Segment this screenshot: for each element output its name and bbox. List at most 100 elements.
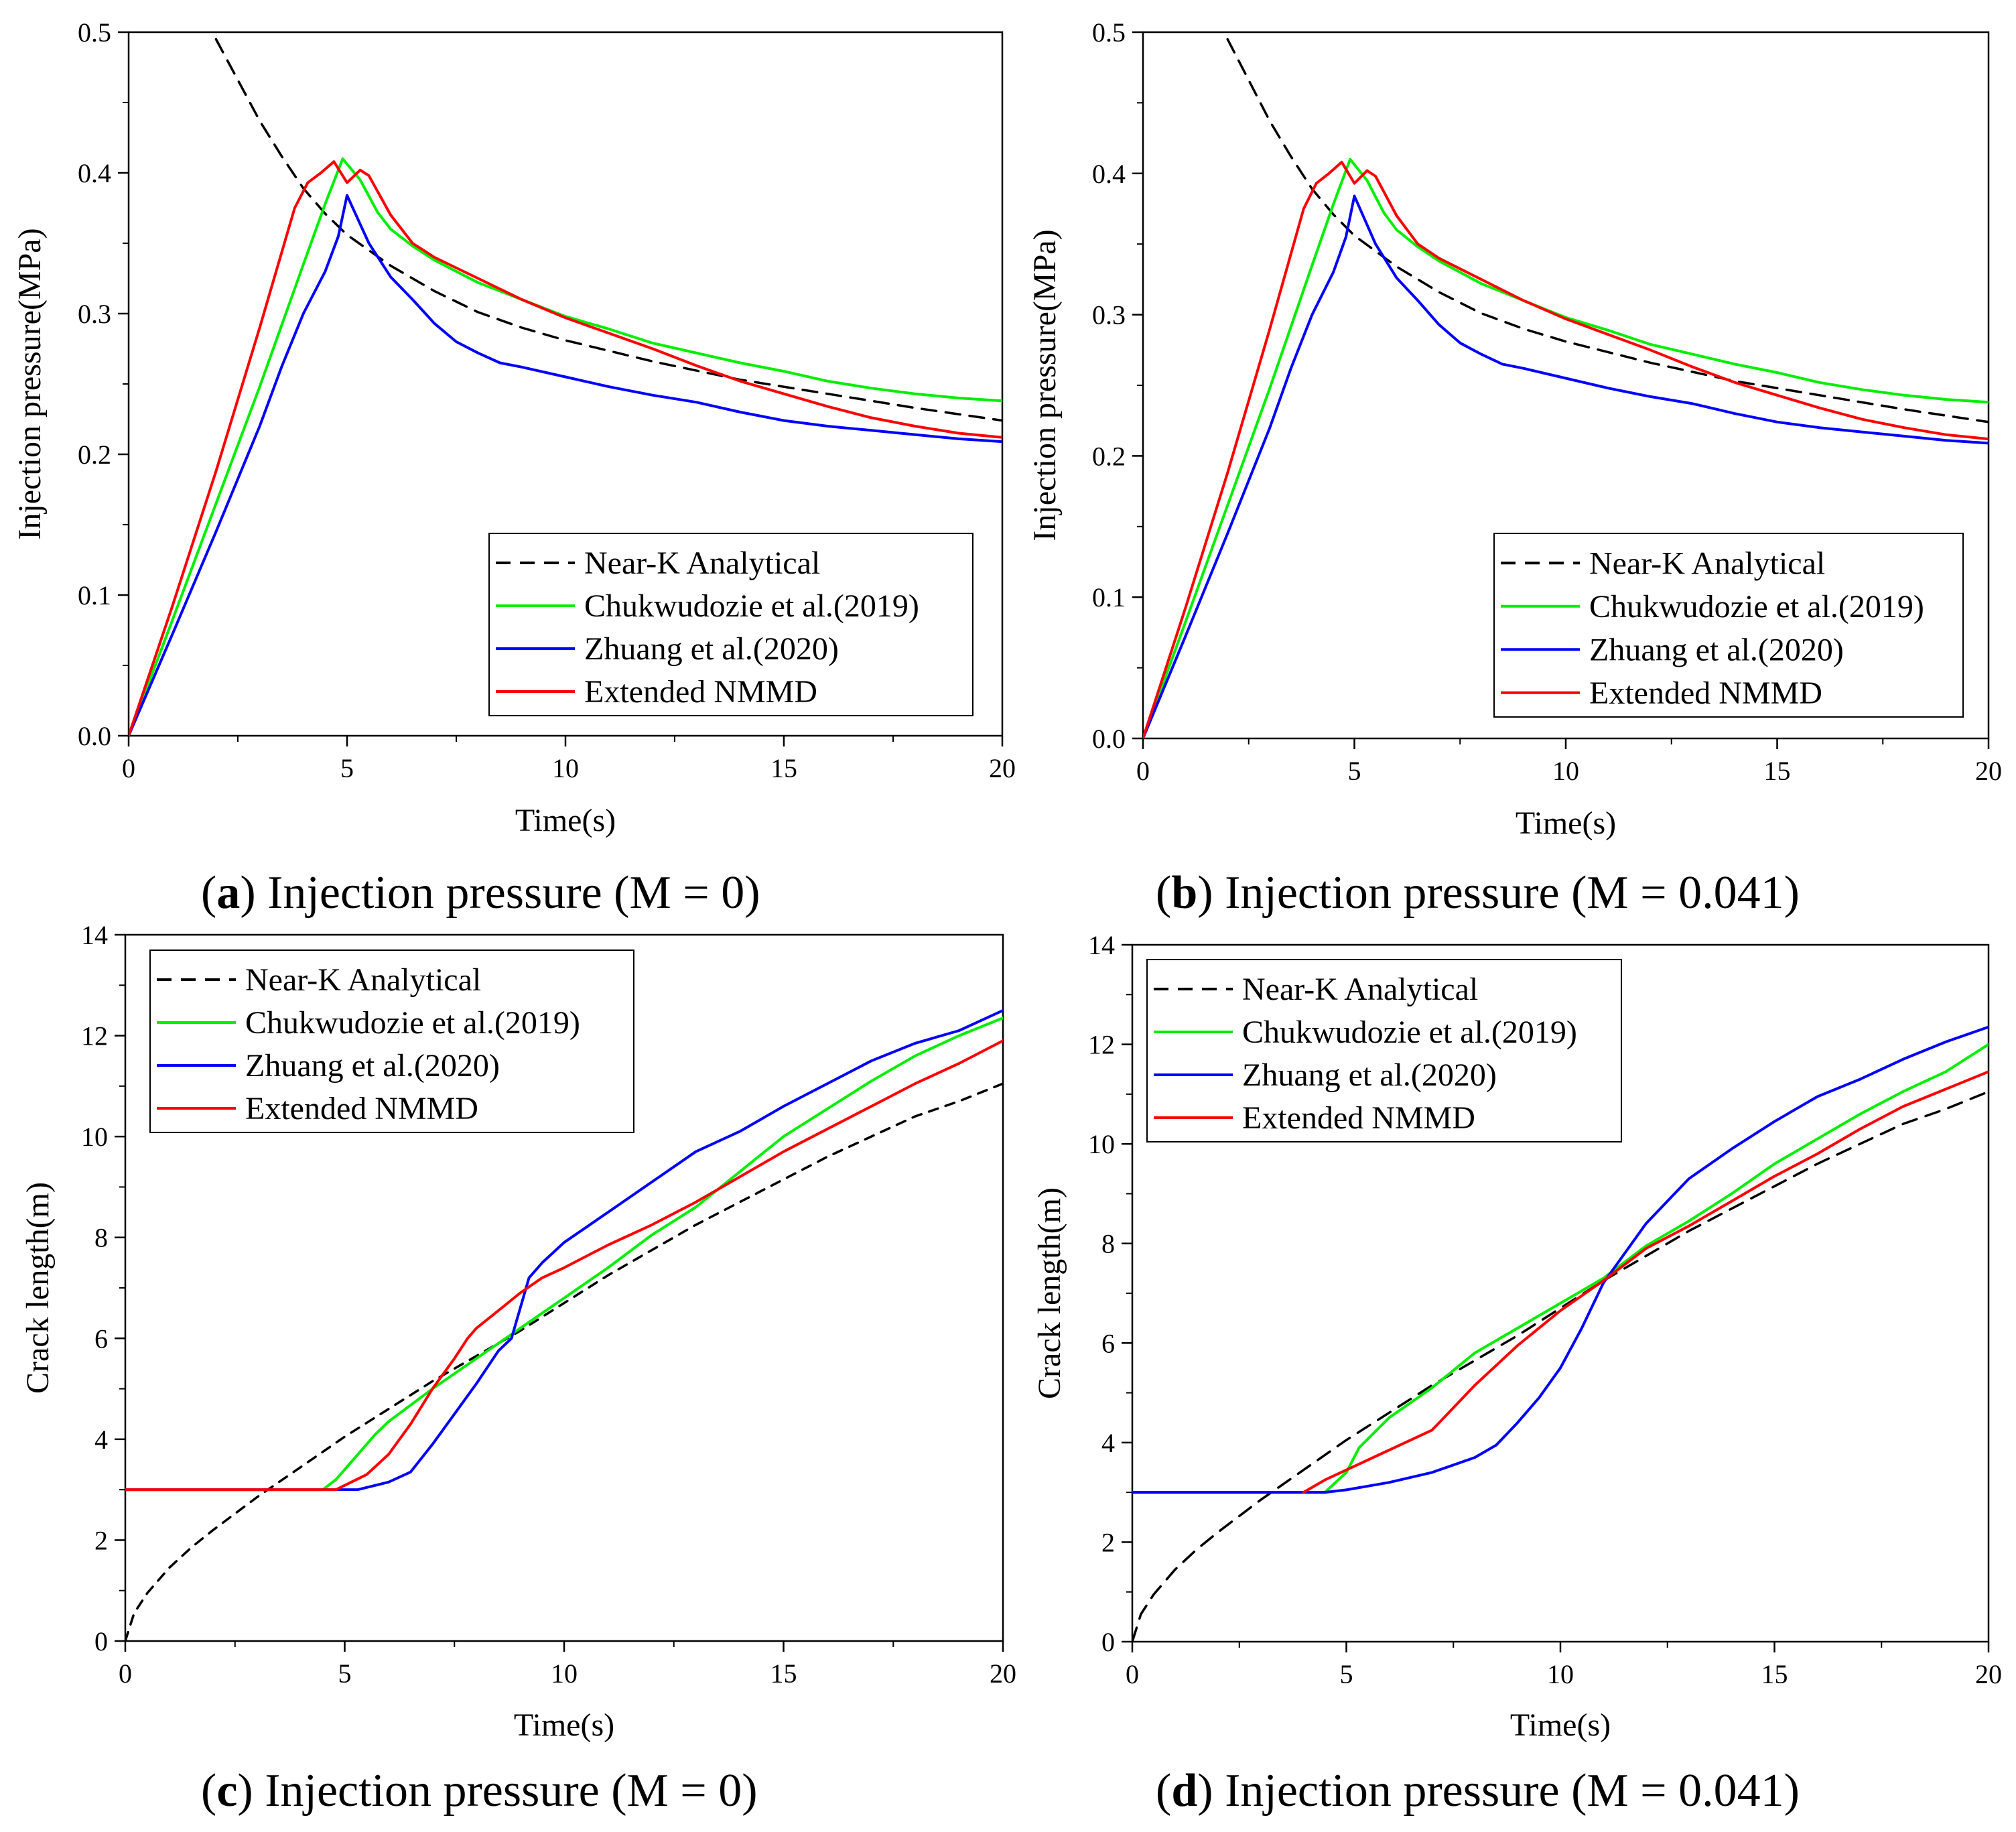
legend-label-2: Zhuang et al.(2020) [584, 631, 839, 667]
panel-caption-text: Injection pressure (M = 0) [256, 867, 760, 919]
series-line-1 [129, 157, 1002, 736]
series-line-2 [1143, 194, 1989, 738]
y-tick-label: 0.5 [1092, 17, 1126, 48]
x-tick-label: 20 [989, 753, 1016, 783]
legend-label-1: Chukwudozie et al.(2019) [1242, 1015, 1577, 1050]
series-line-2 [1132, 1025, 1989, 1494]
series-line-0 [125, 1082, 1003, 1641]
chart-panel-c: 0 5 10 15 20 0 2 4 6 8 10 12 14 Near-K Analytical Chuk… [20, 920, 1016, 1817]
legend-label-3: Extended NMMD [584, 674, 817, 710]
series-line-3 [129, 160, 1002, 736]
y-tick-label: 0.2 [1092, 441, 1126, 471]
x-axis-label: Time(s) [514, 1707, 614, 1743]
x-tick-label: 5 [338, 1658, 352, 1689]
legend-label-0: Near-K Analytical [245, 962, 481, 998]
y-tick-label: 0.5 [78, 17, 111, 48]
panel-caption: (c) Injection pressure (M = 0) [201, 1765, 758, 1817]
x-tick-label: 20 [990, 1658, 1016, 1689]
x-tick-label: 10 [552, 753, 579, 783]
series-line-2 [129, 194, 1002, 736]
series-line-3 [125, 1039, 1003, 1492]
chart-panel-d: 0 5 10 15 20 0 2 4 6 8 10 12 14 Near-K Analytical Chuk… [1032, 930, 2002, 1817]
x-tick-label: 0 [122, 753, 135, 783]
legend-label-1: Chukwudozie et al.(2019) [245, 1005, 580, 1041]
series-group [129, 38, 1002, 736]
legend-label-0: Near-K Analytical [1242, 972, 1478, 1007]
panel-letter: d [1171, 1765, 1197, 1817]
x-tick-label: 5 [1348, 756, 1361, 786]
panel-caption: (a) Injection pressure (M = 0) [201, 867, 760, 919]
x-tick-label: 5 [1340, 1659, 1353, 1689]
panel-letter: a [216, 867, 240, 919]
y-tick-label: 10 [1088, 1129, 1115, 1159]
series-line-0 [214, 38, 1002, 422]
legend-label-3: Extended NMMD [1589, 675, 1822, 711]
y-tick-label: 12 [1088, 1030, 1115, 1060]
y-tick-label: 8 [1101, 1229, 1115, 1259]
y-axis-label: Injection pressure(MPa) [12, 228, 48, 539]
panel-caption-text: Injection pressure (M = 0.041) [1213, 867, 1800, 919]
x-tick-label: 15 [1764, 756, 1791, 786]
y-tick-label: 0.1 [1092, 582, 1126, 612]
y-tick-label: 0.2 [78, 440, 111, 470]
series-line-1 [1132, 1043, 1989, 1494]
y-tick-label: 10 [81, 1122, 108, 1152]
panel-caption-text: Injection pressure (M = 0.041) [1213, 1765, 1800, 1817]
y-axis-label: Crack length(m) [1032, 1187, 1067, 1399]
legend-label-2: Zhuang et al.(2020) [1242, 1057, 1497, 1093]
legend-label-2: Zhuang et al.(2020) [245, 1048, 500, 1084]
legend-label-1: Chukwudozie et al.(2019) [1589, 589, 1924, 625]
panel-letter: b [1171, 867, 1197, 919]
y-tick-label: 0.3 [78, 299, 111, 329]
legend-label-2: Zhuang et al.(2020) [1589, 632, 1844, 667]
y-tick-label: 4 [1101, 1428, 1115, 1458]
series-line-0 [1132, 1090, 1989, 1642]
x-tick-label: 20 [1975, 756, 2002, 786]
x-tick-label: 5 [340, 753, 354, 783]
panel-letter: c [216, 1765, 237, 1817]
y-tick-label: 0.0 [1092, 724, 1126, 754]
y-tick-label: 0.1 [78, 580, 111, 610]
series-line-3 [1302, 1070, 1989, 1494]
y-tick-label: 14 [1088, 930, 1115, 960]
x-tick-label: 0 [1136, 756, 1150, 786]
series-line-2 [125, 1008, 1003, 1492]
legend: Near-K Analytical Chukwudozie et al.(2019… [1493, 533, 1964, 718]
y-tick-label: 2 [94, 1525, 108, 1555]
legend-label-3: Extended NMMD [1242, 1100, 1475, 1136]
y-tick-label: 12 [81, 1021, 108, 1051]
series-line-3 [1143, 160, 1989, 738]
y-tick-label: 8 [94, 1223, 108, 1253]
y-tick-label: 0.4 [78, 158, 111, 188]
panel-caption-text: Injection pressure (M = 0) [253, 1765, 758, 1817]
legend: Near-K Analytical Chukwudozie et al.(2019… [488, 533, 973, 716]
panel-caption: (d) Injection pressure (M = 0.041) [1156, 1765, 1800, 1817]
y-tick-label: 6 [94, 1323, 108, 1354]
x-tick-label: 15 [1761, 1659, 1788, 1689]
x-tick-label: 10 [1547, 1659, 1574, 1689]
series-group [1143, 38, 1989, 738]
chart-panel-a: 0 5 10 15 20 0.0 0.1 0.2 0.3 0.4 0.5 Near-K Analyti… [12, 17, 1016, 919]
y-axis-label: Injection pressure(MPa) [1027, 229, 1063, 541]
y-tick-label: 0.3 [1092, 300, 1126, 330]
legend-box [1493, 533, 1964, 718]
series-line-1 [125, 1017, 1003, 1492]
y-tick-label: 0 [1101, 1627, 1115, 1657]
y-tick-label: 2 [1101, 1527, 1115, 1557]
series-group [125, 1008, 1003, 1641]
y-tick-label: 0.0 [78, 721, 111, 751]
x-axis-label: Time(s) [1510, 1707, 1611, 1743]
x-axis-label: Time(s) [1516, 805, 1616, 841]
series-line-0 [1226, 38, 1989, 423]
y-tick-label: 14 [81, 920, 108, 950]
x-tick-label: 0 [119, 1658, 132, 1689]
y-axis-label: Crack length(m) [20, 1182, 56, 1394]
y-tick-label: 4 [94, 1425, 108, 1455]
y-tick-label: 0.4 [1092, 159, 1126, 189]
series-group [1132, 1025, 1989, 1642]
series-line-1 [1143, 157, 1989, 738]
y-tick-label: 6 [1101, 1328, 1115, 1358]
legend: Near-K Analytical Chukwudozie et al.(2019… [1146, 959, 1622, 1142]
x-tick-label: 10 [1552, 756, 1579, 786]
